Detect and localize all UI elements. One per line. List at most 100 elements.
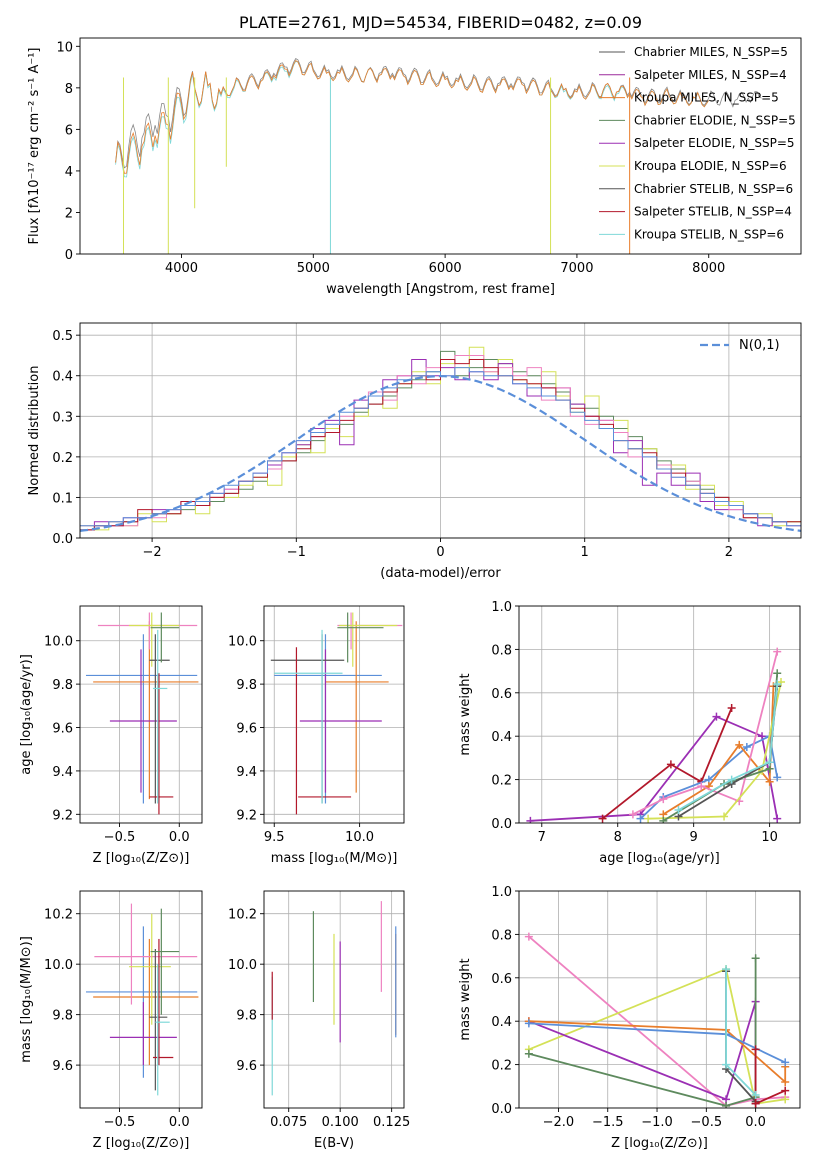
x-tick-label: 1 [581,545,589,560]
weight-point-marker [773,647,782,656]
weight-point-marker [781,1058,790,1067]
x-tick-label: 9 [690,830,698,845]
x-tick-label: −1.5 [592,1115,624,1130]
y-tick-label: 0.6 [491,972,512,987]
plot-area [264,606,404,823]
y-tick-label: 9.4 [52,765,73,780]
weight-point-marker [773,680,782,689]
y-tick-label: 10.2 [228,908,257,923]
y-tick-label: 10.2 [44,908,73,923]
y-tick-label: 9.6 [52,1059,73,1074]
weight-point-marker [524,1019,533,1028]
spectrum-series-line [115,60,710,174]
y-tick-label: 1.0 [491,885,512,900]
weight-point-marker [765,758,774,767]
x-axis-label: wavelength [Angstrom, rest frame] [326,282,555,297]
chart-spectrum: Chabrier MILES, N_SSP=5 Salpeter MILES, N… [27,13,802,297]
weight-point-marker [773,773,782,782]
y-tick-label: 0.8 [491,928,512,943]
weight-point-marker [781,1095,790,1104]
weight-point-marker [659,795,668,804]
weight-series-line [662,686,775,816]
plot-area [519,606,800,823]
weight-point-marker [773,814,782,823]
y-tick-label: 9.2 [236,808,257,823]
weight-point-marker [773,669,782,678]
y-tick-label: 0.3 [52,410,73,425]
spectrum-legend: Chabrier MILES, N_SSP=5 Salpeter MILES, N… [599,45,796,241]
chart-mass-vs-Z: −0.5 0.0 9.6 9.8 10.0 10.2 Z [log₁₀(Z/Z⊙)] mass… [19,890,203,1151]
y-tick-label: 9.6 [236,722,257,737]
weight-point-marker [722,1101,731,1108]
weight-point-marker [628,810,637,819]
chart-age-vs-mass: 9.5 10.0 9.2 9.4 9.6 9.8 10.0 mass [log₁₀(M/M⊙)… [228,605,405,866]
y-tick-label: 0.1 [52,491,73,506]
y-tick-label: 0.2 [491,774,512,789]
legend-label: N(0,1) [739,338,780,353]
y-tick-label: 6 [65,123,73,138]
y-tick-label: 0.4 [52,370,73,385]
weight-point-marker [644,814,653,823]
plot-area [80,323,801,538]
x-tick-label: 6000 [429,261,462,276]
x-tick-label: 0.0 [745,1115,766,1130]
y-tick-label: 0.0 [491,817,512,832]
x-tick-label: −0.5 [691,1115,723,1130]
weight-point-marker [751,1099,760,1108]
y-tick-label: 10 [56,40,73,55]
y-tick-label: 9.8 [236,1009,257,1024]
y-tick-label: 9.8 [52,678,73,693]
weight-point-marker [751,1090,760,1099]
weight-point-marker [781,1086,790,1095]
y-tick-label: 10.0 [228,958,257,973]
y-tick-label: 0.4 [491,730,512,745]
axes-frame [79,890,203,1109]
weight-point-marker [720,812,729,821]
y-tick-label: 0.8 [491,643,512,658]
weight-point-marker [674,805,683,814]
y-tick-label: 9.8 [52,1009,73,1024]
x-tick-label: −2 [143,545,162,560]
x-tick-label: 0 [436,545,444,560]
plot-area [115,57,762,254]
weight-point-marker [712,712,721,721]
legend-label: Chabrier STELIB, N_SSP=6 [634,182,793,196]
legend-label: Salpeter ELODIE, N_SSP=5 [634,136,795,150]
x-tick-label: 0.075 [270,1115,307,1130]
x-tick-label: −0.5 [104,1115,136,1130]
x-tick-label: 7000 [560,261,593,276]
y-tick-label: 0.5 [52,329,73,344]
weight-series-line [678,684,779,811]
x-axis-label: Z [log₁₀(Z/Z⊙)] [93,851,190,866]
legend-label: Kroupa STELIB, N_SSP=6 [634,227,784,241]
y-tick-label: 9.4 [236,765,257,780]
y-axis-label: mass weight [458,958,473,1040]
x-axis-label: Z [log₁₀(Z/Z⊙)] [93,1136,190,1151]
axes-frame [263,890,405,1109]
x-tick-label: 0.0 [169,1115,190,1130]
x-tick-label: 9.5 [264,830,285,845]
x-tick-label: −1.0 [641,1115,673,1130]
y-tick-label: 0.4 [491,1015,512,1030]
weight-point-marker [524,1049,533,1058]
weight-point-marker [722,965,731,974]
plot-area [80,891,202,1108]
normal-curve [80,375,801,532]
y-tick-label: 10.0 [44,958,73,973]
weight-point-marker [526,816,535,823]
legend-label: Salpeter STELIB, N_SSP=4 [634,205,792,219]
x-tick-label: 2 [725,545,733,560]
chart-title: PLATE=2761, MJD=54534, FIBERID=0482, z=0… [239,13,642,32]
weight-point-marker [697,782,706,791]
weight-point-marker [659,816,668,823]
x-tick-label: −0.5 [104,830,136,845]
y-tick-label: 9.6 [52,722,73,737]
legend-label: Kroupa MILES, N_SSP=5 [634,91,779,105]
x-tick-label: 0.100 [322,1115,359,1130]
weight-series-line [528,935,786,1107]
x-axis-label: Z [log₁₀(Z/Z⊙)] [611,1136,708,1151]
y-tick-label: 10.0 [228,635,257,650]
chart-mass-weight-vs-Z: −2.0 −1.5 −1.0 −0.5 0.0 0.0 0.2 0.4 0.6 0.8 1.0 Z [… [458,885,801,1151]
weight-point-marker [666,760,675,769]
